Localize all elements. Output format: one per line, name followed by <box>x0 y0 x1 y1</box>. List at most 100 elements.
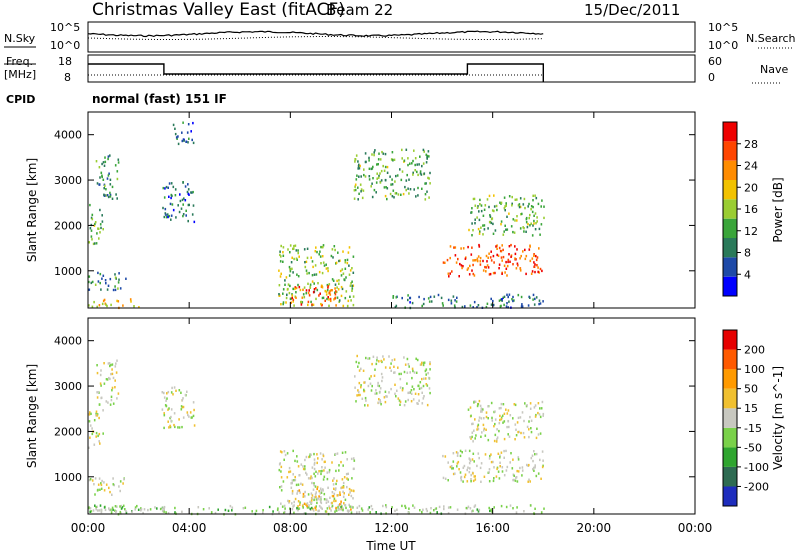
scatter-cell <box>102 409 104 412</box>
scatter-cell <box>463 475 466 479</box>
scatter-cell <box>282 260 284 263</box>
scatter-cell <box>468 457 471 460</box>
scatter-cell <box>319 452 322 455</box>
scatter-cell <box>340 506 342 509</box>
scatter-cell <box>480 480 482 483</box>
scatter-cell <box>519 269 522 272</box>
scatter-cell <box>103 506 106 509</box>
scatter-cell <box>529 480 531 483</box>
scatter-cell <box>363 168 365 171</box>
scatter-cell <box>406 371 409 374</box>
scatter-cell <box>472 472 474 475</box>
scatter-cell <box>176 137 178 140</box>
scatter-cell <box>131 510 133 513</box>
scatter-cell <box>147 508 149 512</box>
scatter-cell <box>92 509 95 512</box>
scatter-cell <box>403 159 406 162</box>
scatter-cell <box>523 510 525 513</box>
scatter-cell <box>484 265 486 269</box>
scatter-cell <box>416 170 418 174</box>
scatter-cell <box>98 237 100 240</box>
scatter-cell <box>523 197 526 201</box>
scatter-cell <box>142 511 144 515</box>
scatter-cell <box>477 423 480 427</box>
scatter-cell <box>304 458 306 462</box>
scatter-cell <box>465 506 468 510</box>
scatter-cell <box>197 506 200 509</box>
scatter-cell <box>109 195 112 198</box>
scatter-cell <box>191 416 193 419</box>
scatter-cell <box>325 498 328 501</box>
scatter-cell <box>174 127 176 130</box>
scatter-cell <box>98 432 101 436</box>
scatter-cell <box>378 152 380 155</box>
scatter-cell <box>533 214 535 217</box>
scatter-cell <box>99 272 102 276</box>
scatter-cell <box>529 296 531 299</box>
scatter-cell <box>164 187 166 190</box>
scatter-cell <box>284 507 286 510</box>
scatter-cell <box>372 355 375 358</box>
scatter-cell <box>377 163 379 166</box>
scatter-cell <box>164 212 167 215</box>
scatter-cell <box>183 197 185 200</box>
scatter-cell <box>477 205 479 208</box>
scatter-cell <box>343 502 345 505</box>
scatter-cell <box>342 272 345 275</box>
scatter-cell <box>138 306 140 309</box>
scatter-cell <box>344 261 347 264</box>
scatter-cell <box>534 404 537 407</box>
scatter-cell <box>100 288 102 291</box>
colorbar-tick-label: 200 <box>744 344 765 357</box>
scatter-cell <box>342 507 344 510</box>
scatter-cell <box>180 391 182 394</box>
scatter-cell <box>295 291 297 294</box>
scatter-cell <box>368 156 370 160</box>
scatter-cell <box>525 221 528 224</box>
scatter-cell <box>489 215 492 218</box>
scatter-cell <box>110 372 112 376</box>
scatter-cell <box>112 288 115 292</box>
scatter-cell <box>316 453 318 456</box>
scatter-cell <box>490 401 493 405</box>
scatter-cell <box>404 506 407 509</box>
scatter-cell <box>317 457 319 460</box>
scatter-cell <box>542 412 545 416</box>
scatter-cell <box>540 205 542 208</box>
scatter-cell <box>188 415 190 418</box>
scatter-cell <box>444 477 447 480</box>
scatter-cell <box>170 408 173 411</box>
scatter-cell <box>531 270 534 273</box>
scatter-cell <box>423 150 425 153</box>
scatter-cell <box>101 277 103 280</box>
colorbar-swatch <box>723 122 737 142</box>
scatter-cell <box>342 250 344 253</box>
scatter-cell <box>508 195 511 198</box>
scatter-cell <box>251 510 253 513</box>
scatter-cell <box>424 193 427 196</box>
scatter-cell <box>528 202 530 206</box>
scatter-cell <box>295 286 298 290</box>
scatter-cell <box>506 274 508 277</box>
scatter-cell <box>399 386 402 389</box>
scatter-cell <box>182 203 184 206</box>
scatter-cell <box>421 304 423 308</box>
scatter-cell <box>100 510 103 514</box>
scatter-cell <box>382 355 384 358</box>
scatter-cell <box>312 509 315 512</box>
scatter-cell <box>533 222 535 225</box>
scatter-cell <box>108 362 111 365</box>
scatter-cell <box>102 274 105 277</box>
scatter-cell <box>428 300 431 303</box>
scatter-cell <box>425 383 428 386</box>
scatter-cell <box>415 357 417 360</box>
scatter-cell <box>467 245 469 249</box>
scatter-cell <box>289 267 291 271</box>
scatter-cell <box>319 292 321 295</box>
scatter-cell <box>281 451 283 454</box>
scatter-cell <box>512 458 514 461</box>
scatter-cell <box>321 271 324 275</box>
scatter-cell <box>175 389 177 392</box>
scatter-cell <box>163 510 165 513</box>
